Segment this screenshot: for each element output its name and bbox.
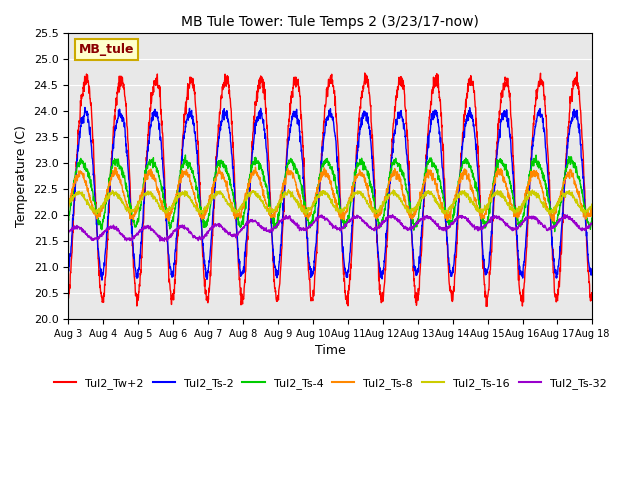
Tul2_Ts-2 xyxy=(477,224,485,229)
Tul2_Ts-2 xyxy=(81,105,89,110)
Tul2_Tw+2 xyxy=(574,80,582,85)
Tul2_Ts-4 xyxy=(477,209,485,215)
Tul2_Ts-16 xyxy=(319,188,327,194)
Tul2_Ts-32 xyxy=(306,223,314,229)
Tul2_Ts-16 xyxy=(582,212,589,218)
Tul2_Ts-32 xyxy=(64,230,72,236)
Tul2_Ts-16 xyxy=(285,187,292,192)
Tul2_Ts-16 xyxy=(589,204,596,209)
Tul2_Ts-2 xyxy=(589,266,596,272)
Tul2_Tw+2 xyxy=(91,179,99,184)
Tul2_Ts-8 xyxy=(573,186,581,192)
Tul2_Ts-16 xyxy=(64,202,72,208)
Tul2_Ts-16 xyxy=(91,208,99,214)
Line: Tul2_Ts-4: Tul2_Ts-4 xyxy=(68,155,593,231)
Tul2_Tw+2 xyxy=(483,303,490,309)
Tul2_Tw+2 xyxy=(573,84,581,89)
Tul2_Ts-4 xyxy=(306,220,314,226)
Tul2_Tw+2 xyxy=(477,214,485,220)
Tul2_Ts-16 xyxy=(573,199,581,204)
Tul2_Ts-4 xyxy=(91,201,99,207)
Tul2_Ts-8 xyxy=(91,210,99,216)
Tul2_Tw+2 xyxy=(589,296,596,302)
Tul2_Ts-2 xyxy=(574,117,582,122)
Tul2_Ts-8 xyxy=(574,190,582,195)
Tul2_Ts-8 xyxy=(64,206,72,212)
Tul2_Ts-8 xyxy=(589,202,596,208)
Tul2_Ts-32 xyxy=(589,220,596,226)
Tul2_Ts-32 xyxy=(319,215,327,221)
Tul2_Ts-4 xyxy=(574,173,582,179)
Tul2_Ts-2 xyxy=(306,266,314,272)
Text: MB_tule: MB_tule xyxy=(79,43,134,56)
Tul2_Ts-4 xyxy=(573,174,581,180)
Tul2_Ts-16 xyxy=(573,199,581,204)
Legend: Tul2_Tw+2, Tul2_Ts-2, Tul2_Ts-4, Tul2_Ts-8, Tul2_Ts-16, Tul2_Ts-32: Tul2_Tw+2, Tul2_Ts-2, Tul2_Ts-4, Tul2_Ts… xyxy=(50,374,611,394)
Tul2_Ts-8 xyxy=(550,218,557,224)
Tul2_Tw+2 xyxy=(64,289,72,295)
Tul2_Ts-8 xyxy=(319,171,327,177)
Tul2_Ts-8 xyxy=(477,216,485,222)
Tul2_Ts-2 xyxy=(573,114,581,120)
Tul2_Ts-2 xyxy=(320,137,328,143)
Tul2_Ts-4 xyxy=(551,228,559,234)
Line: Tul2_Ts-32: Tul2_Ts-32 xyxy=(68,215,593,241)
Line: Tul2_Ts-2: Tul2_Ts-2 xyxy=(68,108,593,280)
Y-axis label: Temperature (C): Temperature (C) xyxy=(15,125,28,227)
Tul2_Ts-4 xyxy=(182,152,189,158)
Tul2_Ts-32 xyxy=(573,223,581,228)
Title: MB Tule Tower: Tule Temps 2 (3/23/17-now): MB Tule Tower: Tule Temps 2 (3/23/17-now… xyxy=(181,15,479,29)
Line: Tul2_Ts-8: Tul2_Ts-8 xyxy=(68,167,593,221)
Tul2_Ts-4 xyxy=(64,216,72,222)
Tul2_Ts-4 xyxy=(319,164,327,170)
Tul2_Tw+2 xyxy=(319,130,327,135)
Tul2_Ts-2 xyxy=(98,277,106,283)
Tul2_Tw+2 xyxy=(573,69,581,75)
Tul2_Ts-8 xyxy=(252,164,259,170)
Tul2_Ts-16 xyxy=(477,209,485,215)
Tul2_Ts-8 xyxy=(306,210,314,216)
Tul2_Ts-4 xyxy=(589,213,596,219)
Line: Tul2_Tw+2: Tul2_Tw+2 xyxy=(68,72,593,306)
X-axis label: Time: Time xyxy=(315,344,346,357)
Line: Tul2_Ts-16: Tul2_Ts-16 xyxy=(68,190,593,215)
Tul2_Ts-2 xyxy=(64,269,72,275)
Tul2_Ts-32 xyxy=(91,235,99,241)
Tul2_Ts-32 xyxy=(477,225,485,231)
Tul2_Ts-2 xyxy=(92,197,99,203)
Tul2_Ts-32 xyxy=(161,239,168,244)
Tul2_Ts-16 xyxy=(306,205,314,211)
Tul2_Ts-32 xyxy=(561,212,569,217)
Tul2_Ts-32 xyxy=(574,223,582,228)
Tul2_Tw+2 xyxy=(305,276,313,282)
